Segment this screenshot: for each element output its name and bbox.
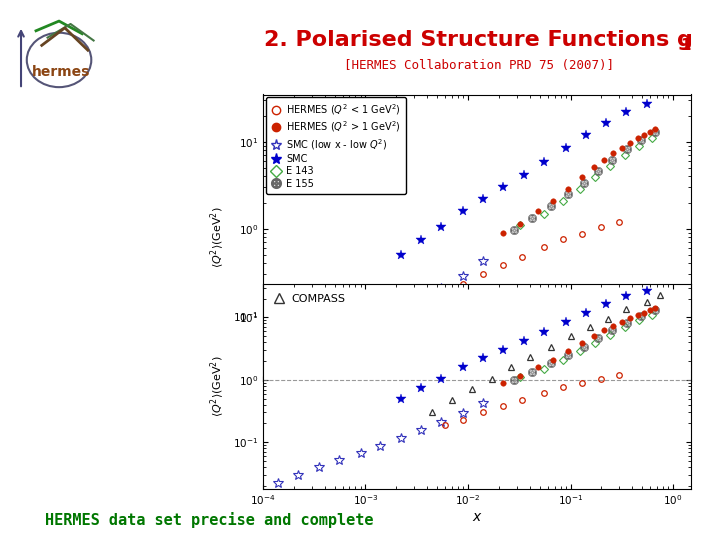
- Text: 2. Polarised Structure Functions g: 2. Polarised Structure Functions g: [264, 30, 693, 50]
- Y-axis label: $\langle Q^2\rangle(\mathrm{GeV}^2)$: $\langle Q^2\rangle(\mathrm{GeV}^2)$: [209, 207, 227, 268]
- Text: HERMES data set precise and complete: HERMES data set precise and complete: [45, 512, 373, 528]
- Legend: HERMES ($Q^2$ < 1 GeV$^2$), HERMES ($Q^2$ > 1 GeV$^2$), SMC (low x - low $Q^2$),: HERMES ($Q^2$ < 1 GeV$^2$), HERMES ($Q^2…: [266, 97, 405, 194]
- Text: [HERMES Collaboration PRD 75 (2007)]: [HERMES Collaboration PRD 75 (2007)]: [344, 59, 613, 72]
- Y-axis label: $\langle Q^2\rangle(\mathrm{GeV}^2)$: $\langle Q^2\rangle(\mathrm{GeV}^2)$: [209, 355, 227, 417]
- Text: hermes: hermes: [32, 65, 91, 79]
- Legend: COMPASS: COMPASS: [269, 289, 350, 308]
- X-axis label: $\mathit{x}$: $\mathit{x}$: [472, 510, 482, 524]
- Circle shape: [27, 33, 91, 87]
- Text: 1: 1: [680, 38, 691, 53]
